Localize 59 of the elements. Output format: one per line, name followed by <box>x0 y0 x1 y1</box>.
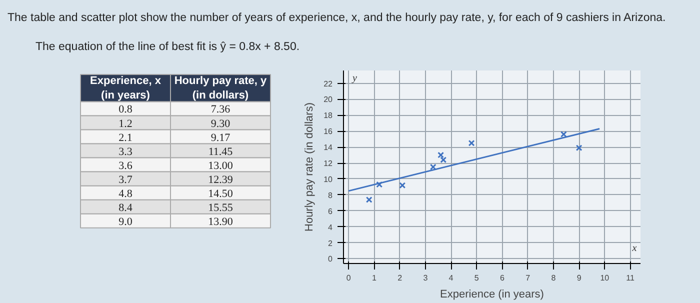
x-tick-label: 6 <box>500 274 506 282</box>
text: 14.50 <box>208 188 234 200</box>
x-tick-label: 8 <box>551 274 556 282</box>
y-tick-label: 22 <box>324 79 334 88</box>
y-tick-label: 10 <box>324 174 334 184</box>
y-tick-label: 8 <box>328 190 334 200</box>
text: 9.30 <box>210 118 231 130</box>
y-tick-label: 0 <box>328 254 334 264</box>
text: 3.6 <box>118 160 133 172</box>
text: 3.3 <box>118 146 133 158</box>
x-tick-label: 10 <box>600 274 610 282</box>
point <box>468 140 475 146</box>
text: 11.45 <box>208 146 234 158</box>
text: 9.17 <box>210 132 231 144</box>
y-tick-label: 20 <box>324 95 334 104</box>
x-tick-label: 5 <box>474 274 480 282</box>
text: 15.55 <box>208 202 234 214</box>
x-tick-label: 0 <box>346 274 352 282</box>
y-tick-label: 16 <box>324 127 334 136</box>
x-tick-label: 3 <box>423 274 428 282</box>
text: 13.00 <box>208 160 234 172</box>
annotation: x <box>631 242 638 254</box>
point <box>430 164 436 170</box>
point <box>399 182 406 189</box>
y-tick-label: 14 <box>324 143 334 152</box>
text: 13.90 <box>208 216 234 228</box>
text: 12.39 <box>208 174 234 186</box>
point <box>576 144 582 152</box>
annotation: y <box>351 72 358 84</box>
text: 8.4 <box>118 202 133 214</box>
text: Experience, x (in years) <box>90 74 162 102</box>
x-tick-label: 9 <box>576 274 582 282</box>
point <box>376 181 383 188</box>
text: 1.2 <box>118 118 132 130</box>
text: 4.8 <box>118 188 133 200</box>
point <box>366 196 372 203</box>
x-axis-title: Experience (in years) <box>440 288 544 300</box>
y-tick-label: 12 <box>324 159 334 168</box>
text: 3.7 <box>118 174 133 186</box>
y-tick-label: 2 <box>328 238 334 248</box>
y-tick-label: 4 <box>328 222 334 232</box>
x-tick-label: 2 <box>398 274 403 282</box>
point <box>560 131 567 138</box>
x-tick-label: 4 <box>448 274 454 282</box>
text: 9.0 <box>118 216 133 228</box>
text: The equation of the line of best fit is ŷ = 0.8x + 8.50. <box>36 41 300 53</box>
x-tick-label: 1 <box>372 274 377 282</box>
text: 2.1 <box>118 132 132 144</box>
text: 7.36 <box>210 104 231 116</box>
text: The table and scatter plot show the number of years of experience, x, and the hourly pay rate, y, for each of 9 cashiers in Arizona. <box>8 12 666 24</box>
x-tick-label: 7 <box>526 274 531 282</box>
y-tick-label: 6 <box>328 206 334 216</box>
point <box>440 156 447 164</box>
y-axis-title: Hourly pay rate (in dollars) <box>304 102 316 232</box>
text: Hourly pay rate, y (in dollars) <box>174 74 268 102</box>
text: 0.8 <box>118 104 133 116</box>
point <box>438 152 444 158</box>
x-tick-label: 11 <box>626 274 635 282</box>
y-tick-label: 18 <box>324 111 334 120</box>
